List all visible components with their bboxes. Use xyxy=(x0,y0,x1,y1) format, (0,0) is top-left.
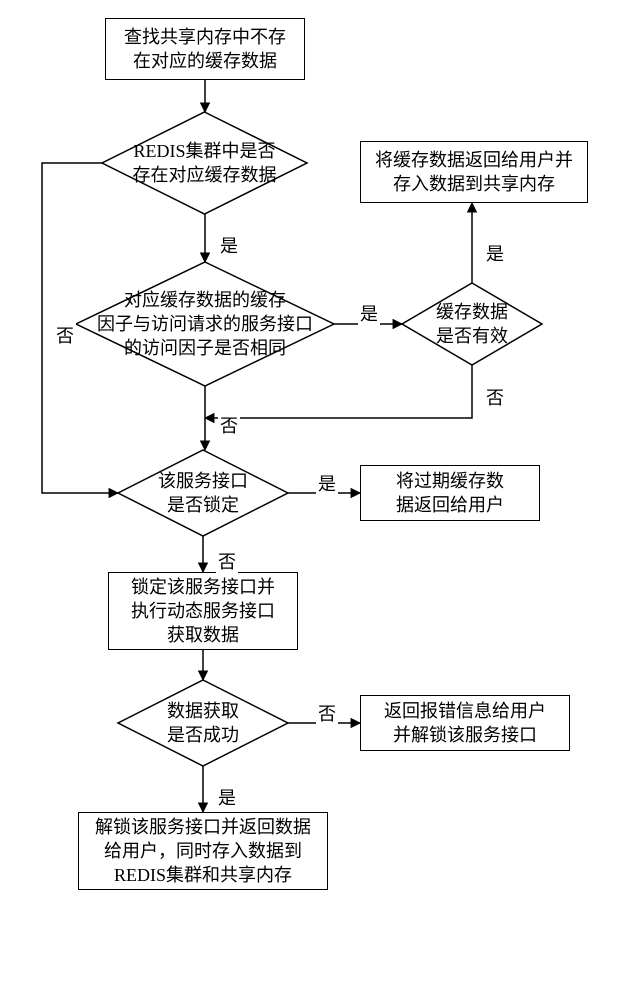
edge-d2-d3-label: 是 xyxy=(358,300,380,326)
edge-d5-n5-label: 否 xyxy=(316,700,338,726)
edge-d4-n4-label: 否 xyxy=(216,548,238,574)
edge-d4-n3-label: 是 xyxy=(316,470,338,496)
edge-d1-no-label: 否 xyxy=(54,322,76,348)
flowchart-canvas: 查找共享内存中不存在对应的缓存数据 将缓存数据返回给用户并存入数据到共享内存 将… xyxy=(0,0,628,1000)
edge-d1-d2-label: 是 xyxy=(218,232,240,258)
edge-d3-no-label: 否 xyxy=(484,384,506,410)
edge-d5-n6-label: 是 xyxy=(216,784,238,810)
edge-d2-d4-label: 否 xyxy=(218,412,240,438)
edges-layer xyxy=(0,0,628,1000)
edge-d3-n2-label: 是 xyxy=(484,240,506,266)
